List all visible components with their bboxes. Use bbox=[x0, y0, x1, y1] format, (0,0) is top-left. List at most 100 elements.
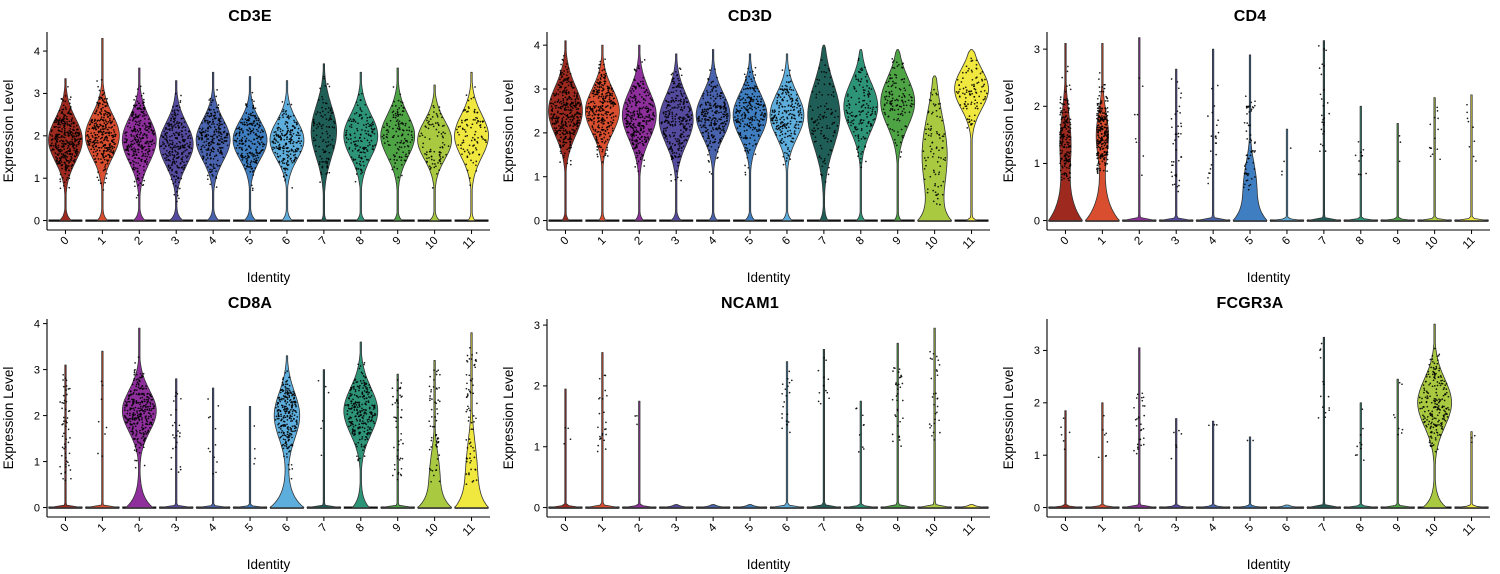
x-tick-label: 7 bbox=[1317, 235, 1330, 248]
panel-ncam1: NCAM1 0 1 2 3 0 1 2 3 4 5 6 7 8 9 10 11 Identity Expressi… bbox=[500, 287, 1000, 574]
y-axis-label: Expression Level bbox=[1, 367, 16, 470]
panel-cd4: CD4 0 1 2 3 0 1 2 3 4 5 6 7 8 9 10 11 Identity Expression… bbox=[1000, 0, 1500, 287]
violin-chart-cd4: 0 1 2 3 0 1 2 3 4 5 6 7 8 9 10 11 Identity Expression Lev… bbox=[1001, 32, 1490, 285]
y-tick-label: 4 bbox=[34, 46, 40, 58]
x-tick-label: 6 bbox=[780, 235, 793, 248]
y-tick-label: 0 bbox=[534, 502, 540, 514]
violin-chart-cd3e: 0 1 2 3 4 0 1 2 3 4 5 6 7 8 9 10 11 Identity Expression Le… bbox=[1, 32, 490, 285]
violin-CD8A-cluster-4 bbox=[195, 387, 231, 509]
violin-CD4-cluster-11 bbox=[1454, 94, 1489, 222]
y-tick-label: 2 bbox=[34, 410, 40, 422]
panel-title-cd3d: CD3D bbox=[727, 8, 773, 25]
panel-title-cd3e: CD3E bbox=[228, 8, 272, 25]
x-tick-label: 9 bbox=[391, 235, 404, 248]
x-tick-label: 4 bbox=[1206, 521, 1219, 534]
panel-title-fcgr3a: FCGR3A bbox=[1216, 295, 1284, 312]
x-tick-label: 10 bbox=[423, 235, 441, 253]
violin-chart-ncam1: 0 1 2 3 0 1 2 3 4 5 6 7 8 9 10 11 Identity Expression Lev… bbox=[501, 319, 990, 572]
x-tick-label: 2 bbox=[632, 522, 645, 535]
x-tick-label: 0 bbox=[1059, 235, 1072, 248]
violins bbox=[48, 327, 489, 509]
x-tick-label: 11 bbox=[961, 235, 978, 252]
panel-fcgr3a: FCGR3A 0 1 2 3 0 1 2 3 4 5 6 7 8 9 10 11 Identity Express… bbox=[1000, 287, 1500, 574]
axes: 0 1 2 3 0 1 2 3 4 5 6 7 8 9 10 11 Identity Expression Lev… bbox=[1001, 32, 1490, 285]
x-tick-label: 0 bbox=[559, 522, 572, 535]
violin-CD8A-cluster-11 bbox=[454, 332, 489, 509]
violin-NCAM1-cluster-3 bbox=[658, 504, 694, 509]
x-tick-label: 8 bbox=[354, 235, 367, 248]
violins bbox=[1048, 323, 1489, 509]
x-tick-label: 10 bbox=[1423, 522, 1441, 540]
violin-CD8A-cluster-5 bbox=[232, 406, 268, 509]
violin-NCAM1-cluster-5 bbox=[732, 504, 768, 509]
violin-CD3E-cluster-11 bbox=[454, 71, 489, 222]
y-tick-label: 0 bbox=[34, 215, 40, 227]
x-axis-label: Identity bbox=[1247, 557, 1291, 572]
y-tick-label: 2 bbox=[1034, 398, 1040, 410]
x-tick-label: 5 bbox=[1243, 522, 1256, 535]
violin-CD3D-cluster-3 bbox=[658, 53, 694, 222]
y-tick-label: 3 bbox=[1034, 44, 1040, 56]
y-tick-label: 1 bbox=[534, 442, 540, 454]
x-tick-label: 11 bbox=[961, 522, 978, 539]
violin-CD3E-cluster-9 bbox=[380, 67, 416, 222]
x-tick-label: 6 bbox=[1280, 522, 1293, 535]
violin-NCAM1-cluster-1 bbox=[585, 352, 620, 509]
violin-CD4-cluster-6 bbox=[1269, 128, 1305, 222]
x-tick-label: 9 bbox=[1391, 235, 1404, 248]
x-tick-label: 6 bbox=[1280, 235, 1293, 248]
x-tick-label: 0 bbox=[559, 235, 572, 248]
x-tick-label: 10 bbox=[423, 522, 441, 540]
violin-FCGR3A-cluster-0 bbox=[1048, 410, 1083, 509]
violin-CD8A-cluster-8 bbox=[343, 341, 379, 509]
panel-title-cd8a: CD8A bbox=[227, 295, 273, 312]
jitter-points bbox=[563, 350, 941, 453]
violin-NCAM1-cluster-4 bbox=[695, 504, 731, 509]
violin-CD4-cluster-0 bbox=[1048, 42, 1083, 222]
x-axis-label: Identity bbox=[1247, 270, 1291, 285]
y-tick-label: 3 bbox=[534, 84, 540, 96]
x-tick-label: 5 bbox=[243, 235, 256, 248]
axes: 0 1 2 3 0 1 2 3 4 5 6 7 8 9 10 11 Identity Expression Lev… bbox=[1001, 319, 1490, 572]
x-tick-label: 10 bbox=[923, 235, 941, 253]
x-tick-label: 3 bbox=[169, 235, 182, 248]
x-tick-label: 11 bbox=[1461, 235, 1478, 252]
x-axis-label: Identity bbox=[247, 270, 291, 285]
violin-CD3D-cluster-10 bbox=[917, 75, 953, 222]
y-axis-label: Expression Level bbox=[501, 80, 516, 183]
y-tick-label: 2 bbox=[534, 128, 540, 140]
violin-chart-fcgr3a: 0 1 2 3 0 1 2 3 4 5 6 7 8 9 10 11 Identity Expression Lev… bbox=[1001, 319, 1490, 572]
y-tick-label: 0 bbox=[34, 502, 40, 514]
y-tick-label: 1 bbox=[1034, 450, 1040, 462]
violins bbox=[1048, 37, 1489, 222]
y-tick-label: 3 bbox=[34, 364, 40, 376]
violin-FCGR3A-cluster-5 bbox=[1232, 436, 1268, 509]
violin-NCAM1-cluster-2 bbox=[621, 400, 657, 509]
y-tick-label: 3 bbox=[1034, 345, 1040, 357]
x-tick-label: 7 bbox=[317, 522, 330, 535]
x-tick-label: 5 bbox=[743, 235, 756, 248]
x-tick-label: 9 bbox=[391, 522, 404, 535]
violin-FCGR3A-cluster-2 bbox=[1121, 347, 1157, 509]
panel-cd8a: CD8A 0 1 2 3 4 0 1 2 3 4 5 6 7 8 9 10 11 Identity Expressi… bbox=[0, 287, 500, 574]
jitter-points bbox=[1059, 45, 1477, 193]
violin-CD4-cluster-2 bbox=[1121, 37, 1157, 222]
jitter-points bbox=[49, 75, 487, 203]
violins bbox=[548, 40, 989, 222]
y-tick-label: 2 bbox=[1034, 101, 1040, 113]
x-tick-label: 3 bbox=[1169, 235, 1182, 248]
y-tick-label: 0 bbox=[534, 215, 540, 227]
y-axis-label: Expression Level bbox=[501, 367, 516, 470]
violin-CD3E-cluster-4 bbox=[195, 71, 231, 222]
x-tick-label: 8 bbox=[854, 235, 867, 248]
y-tick-label: 1 bbox=[34, 456, 40, 468]
axes: 0 1 2 3 0 1 2 3 4 5 6 7 8 9 10 11 Identity Expression Lev… bbox=[501, 319, 990, 572]
violin-FCGR3A-cluster-6 bbox=[1269, 504, 1305, 509]
x-tick-label: 3 bbox=[169, 522, 182, 535]
x-tick-label: 8 bbox=[1354, 235, 1367, 248]
violin-CD4-cluster-3 bbox=[1158, 68, 1194, 222]
violin-CD3D-cluster-11 bbox=[954, 49, 989, 222]
violin-CD4-cluster-5 bbox=[1232, 54, 1268, 222]
y-tick-label: 4 bbox=[534, 40, 540, 52]
